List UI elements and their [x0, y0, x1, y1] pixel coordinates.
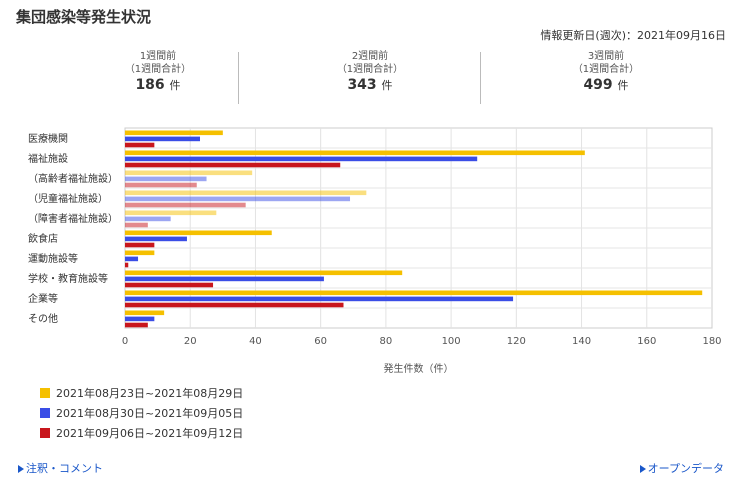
- category-label: その他: [28, 312, 58, 325]
- weekly-summary: 1週間前 （1週間合計） 186 件 2週間前 （1週間合計） 343 件 3週…: [0, 50, 740, 106]
- bar: [125, 302, 344, 308]
- bar: [125, 170, 253, 176]
- triangle-right-icon: [18, 465, 24, 473]
- page-title: 集団感染等発生状況: [16, 8, 152, 26]
- bar: [125, 176, 207, 182]
- bar: [125, 190, 367, 196]
- summary-week-3: 3週間前 （1週間合計） 499 件: [496, 50, 716, 92]
- x-tick-label: 0: [122, 336, 128, 347]
- category-label: （高齢者福祉施設）: [28, 172, 118, 185]
- legend-label: 2021年08月30日~2021年09月05日: [56, 407, 244, 420]
- bar: [125, 316, 155, 322]
- x-tick-label: 160: [637, 336, 656, 347]
- notes-link-label: 注釈・コメント: [26, 462, 103, 475]
- summary-unit: 件: [617, 79, 629, 92]
- summary-sub: （1週間合計）: [572, 64, 640, 75]
- bar: [125, 162, 341, 168]
- legend-swatch: [40, 408, 50, 418]
- category-label: 福祉施設: [28, 152, 68, 165]
- bar: [125, 136, 201, 142]
- summary-sub: （1週間合計）: [336, 64, 404, 75]
- summary-unit: 件: [381, 79, 393, 92]
- bar: [125, 156, 478, 162]
- legend-item[interactable]: 2021年09月06日~2021年09月12日: [40, 423, 243, 443]
- x-tick-label: 80: [380, 336, 393, 347]
- category-label: （障害者福祉施設）: [28, 212, 118, 225]
- bar: [125, 250, 155, 256]
- summary-week-2: 2週間前 （1週間合計） 343 件: [260, 50, 480, 92]
- x-tick-label: 120: [507, 336, 526, 347]
- bar: [125, 210, 217, 216]
- legend-label: 2021年08月23日~2021年08月29日: [56, 387, 244, 400]
- summary-unit: 件: [169, 79, 181, 92]
- bar: [125, 182, 197, 188]
- x-tick-label: 180: [702, 336, 721, 347]
- summary-divider: [238, 52, 239, 104]
- chart-legend: 2021年08月23日~2021年08月29日 2021年08月30日~2021…: [40, 383, 243, 443]
- bar: [125, 290, 703, 296]
- summary-count: 343: [347, 77, 377, 93]
- bar: [125, 296, 514, 302]
- summary-sub: （1週間合計）: [124, 64, 192, 75]
- bar: [125, 262, 129, 268]
- x-tick-label: 20: [184, 336, 197, 347]
- bar: [125, 282, 214, 288]
- x-tick-label: 140: [572, 336, 591, 347]
- bar: [125, 276, 324, 282]
- bar: [125, 270, 403, 276]
- x-axis-label: 発生件数（件）: [384, 362, 454, 375]
- summary-divider: [480, 52, 481, 104]
- x-tick-label: 100: [442, 336, 461, 347]
- category-label: 医療機関: [28, 132, 68, 145]
- bar: [125, 230, 272, 236]
- bar: [125, 142, 155, 148]
- legend-swatch: [40, 428, 50, 438]
- x-tick-label: 60: [314, 336, 327, 347]
- summary-label: 3週間前: [587, 51, 625, 62]
- bar: [125, 256, 139, 262]
- bar: [125, 310, 165, 316]
- summary-week-1: 1週間前 （1週間合計） 186 件: [48, 50, 268, 92]
- category-label: （児童福祉施設）: [28, 192, 108, 205]
- update-date: 情報更新日(週次)：2021年09月16日: [540, 29, 726, 42]
- triangle-right-icon: [639, 465, 646, 473]
- bar: [125, 322, 148, 328]
- legend-swatch: [40, 388, 50, 398]
- open-data-link-label: オープンデータ: [647, 462, 724, 475]
- notes-link[interactable]: 注釈・コメント: [18, 460, 103, 476]
- legend-label: 2021年09月06日~2021年09月12日: [56, 427, 244, 440]
- bar: [125, 222, 148, 228]
- x-tick-label: 40: [249, 336, 262, 347]
- summary-count: 186: [135, 77, 165, 93]
- bar: [125, 236, 187, 242]
- category-label: 飲食店: [28, 232, 58, 245]
- open-data-link[interactable]: オープンデータ: [639, 460, 724, 476]
- category-label: 学校・教育施設等: [28, 272, 108, 285]
- summary-count: 499: [583, 77, 613, 93]
- bar: [125, 150, 585, 156]
- bar: [125, 196, 351, 202]
- bar: [125, 202, 246, 208]
- summary-label: 1週間前: [139, 51, 177, 62]
- bar: [125, 242, 155, 248]
- bar: [125, 130, 223, 136]
- summary-label: 2週間前: [351, 51, 389, 62]
- category-label: 運動施設等: [28, 252, 78, 265]
- legend-item[interactable]: 2021年08月23日~2021年08月29日: [40, 383, 243, 403]
- category-label: 企業等: [28, 292, 58, 305]
- bar: [125, 216, 171, 222]
- legend-item[interactable]: 2021年08月30日~2021年09月05日: [40, 403, 243, 423]
